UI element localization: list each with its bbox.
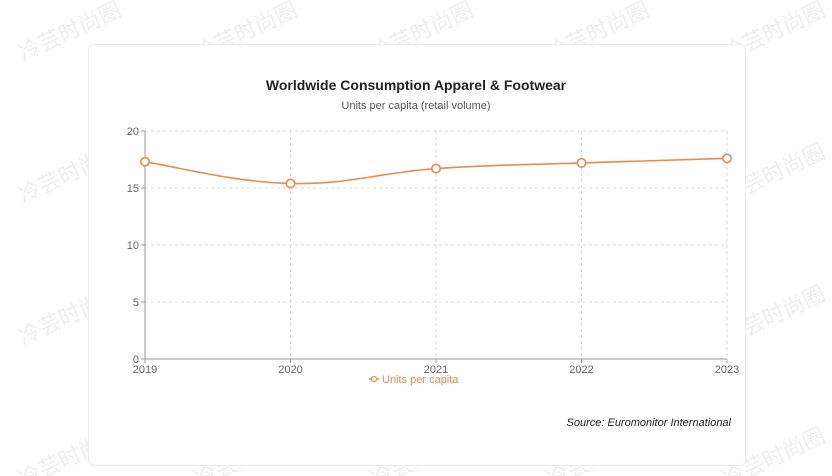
x-tick-label: 2022 <box>569 364 593 376</box>
y-tick-label: 20 <box>127 126 139 138</box>
chart-title: Worldwide Consumption Apparel & Footwear <box>265 77 567 93</box>
legend-layer: Units per capita <box>369 374 459 386</box>
chart-subtitle: Units per capita (retail volume) <box>341 100 491 112</box>
data-point[interactable] <box>576 157 587 168</box>
axis-layer: 0 5 10 15 20 2019 2020 2021 2022 2023 <box>127 126 739 376</box>
y-tick-label: 10 <box>127 240 139 252</box>
source-note: Source: Euromonitor International <box>566 417 731 429</box>
x-tick-label: 2021 <box>424 364 448 376</box>
y-tick-label: 15 <box>127 183 139 195</box>
legend-label[interactable]: Units per capita <box>382 374 459 386</box>
series-layer <box>140 153 732 189</box>
data-point[interactable] <box>140 156 151 167</box>
x-tick-label: 2020 <box>278 364 302 376</box>
y-tick-label: 0 <box>133 354 139 366</box>
x-tick-label: 2023 <box>715 364 739 376</box>
x-tick-label: 2019 <box>133 364 157 376</box>
legend-swatch-marker <box>370 375 378 383</box>
data-point[interactable] <box>285 178 296 189</box>
data-point[interactable] <box>430 163 441 174</box>
chart-card <box>88 44 746 466</box>
data-point[interactable] <box>721 153 732 164</box>
y-tick-label: 5 <box>133 297 139 309</box>
